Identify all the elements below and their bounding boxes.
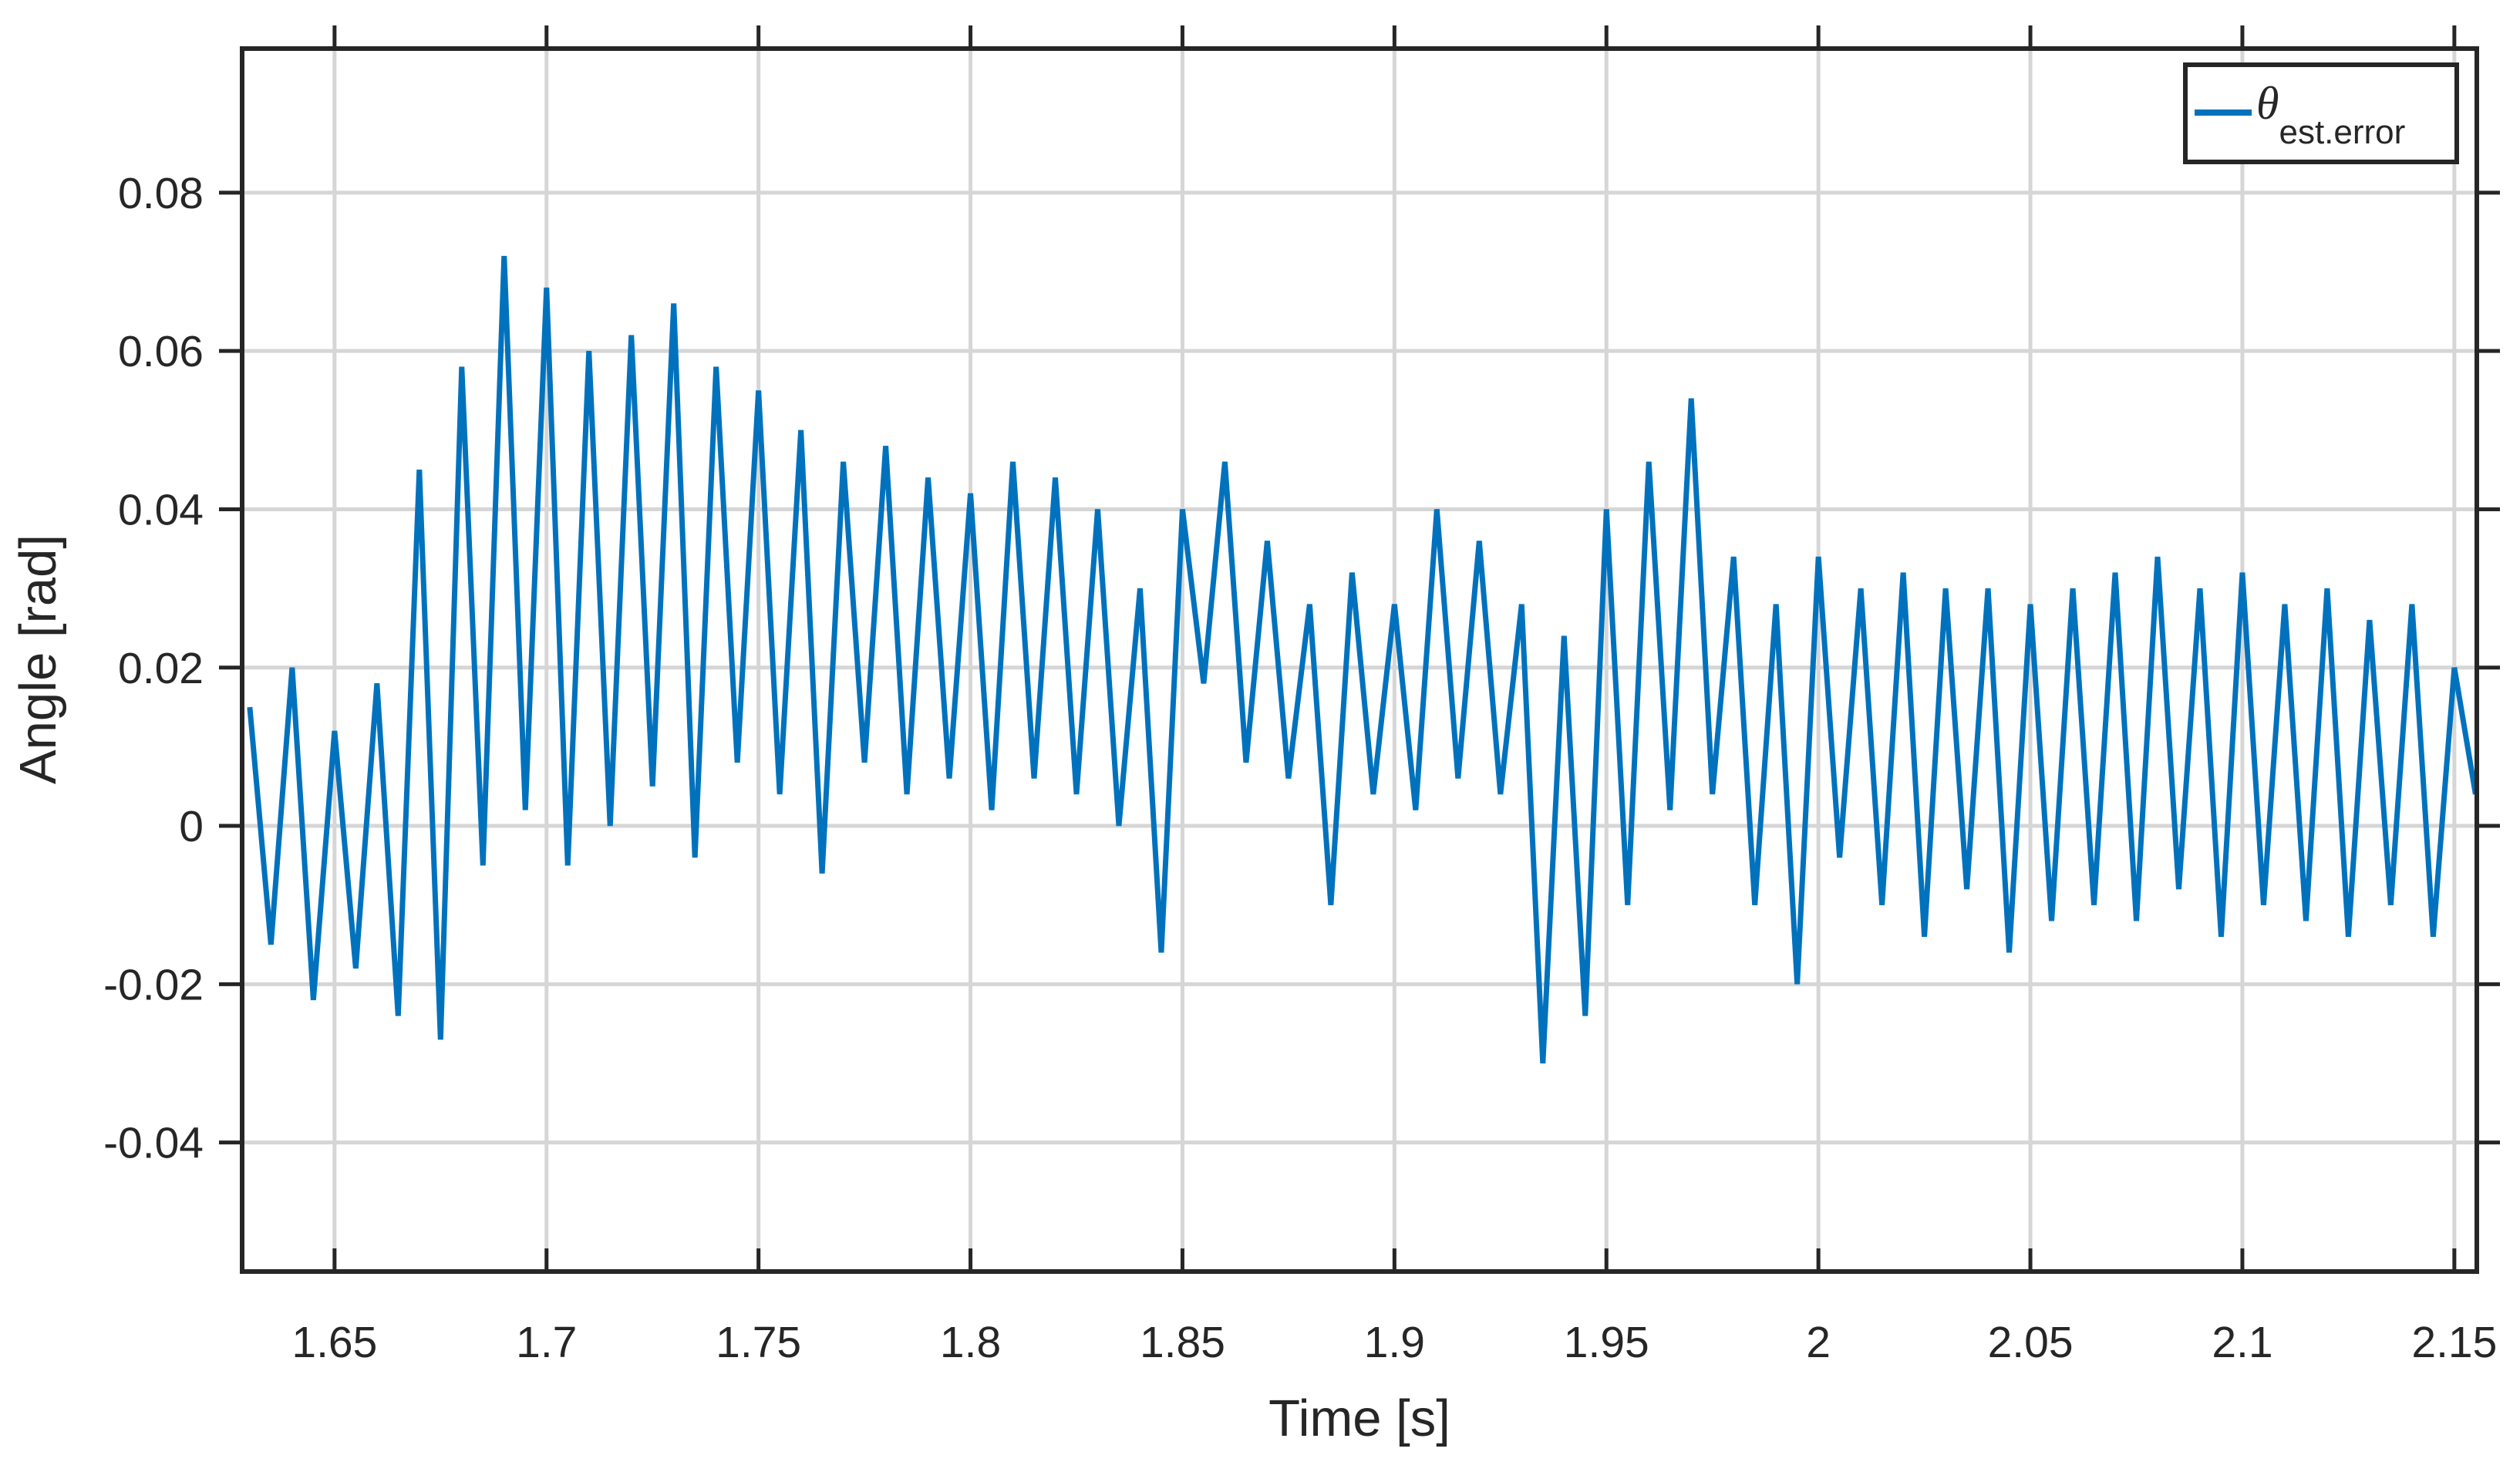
x-tick-label: 2.1 — [2212, 1318, 2272, 1367]
legend-label-subscript: est.error — [2279, 113, 2405, 151]
x-tick-label: 2.15 — [2411, 1318, 2497, 1367]
axes-box — [240, 46, 2479, 1274]
x-tick-label: 1.95 — [1564, 1318, 1649, 1367]
y-tick-label: 0.06 — [118, 327, 204, 376]
y-tick-label: 0 — [179, 802, 204, 851]
y-tick-label: -0.04 — [103, 1119, 204, 1168]
x-tick-label: 1.75 — [716, 1318, 801, 1367]
x-tick-label: 1.7 — [516, 1318, 577, 1367]
data-line — [247, 255, 2478, 1064]
x-tick-label: 1.9 — [1364, 1318, 1425, 1367]
legend-label: θest.error — [2256, 78, 2405, 151]
y-tick-label: 0.04 — [118, 485, 204, 534]
x-tick-label: 2.05 — [1988, 1318, 2074, 1367]
x-axis-title: Time [s] — [1268, 1390, 1450, 1447]
legend-label-main: θ — [2256, 78, 2279, 129]
y-tick-label: 0.08 — [118, 169, 204, 218]
x-tick-label: 2 — [1806, 1318, 1831, 1367]
y-tick-label: 0.02 — [118, 644, 204, 693]
x-tick-label: 1.65 — [291, 1318, 377, 1367]
y-axis-title: Angle [rad] — [9, 534, 67, 784]
x-tick-label: 1.85 — [1140, 1318, 1225, 1367]
y-tick-label: -0.02 — [103, 960, 204, 1009]
x-tick-label: 1.8 — [940, 1318, 1001, 1367]
